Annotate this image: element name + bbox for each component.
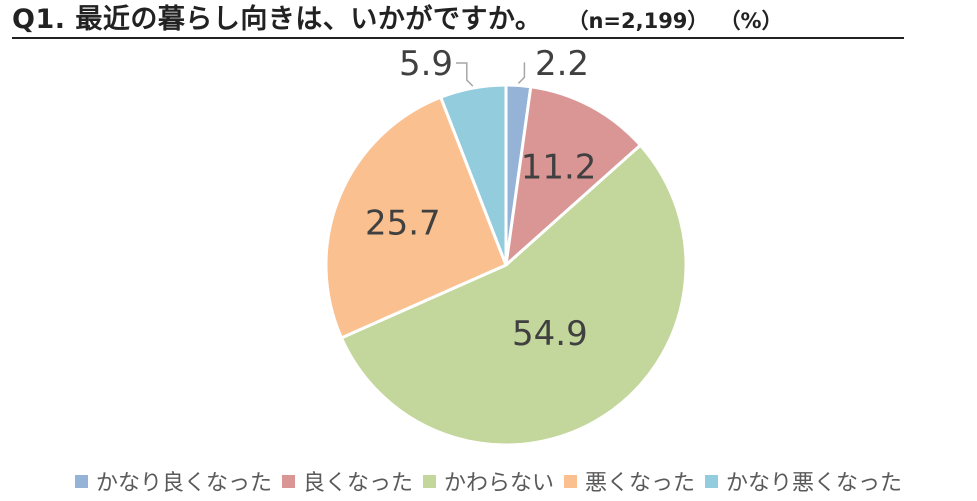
legend-very-bad: かなり悪くなった — [705, 465, 902, 497]
legend-unchanged: かわらない — [422, 465, 554, 497]
legend-bad: 悪くなった — [564, 465, 695, 497]
label-good: 11.2 — [521, 148, 597, 188]
label-unchanged: 54.9 — [512, 314, 588, 354]
legend-very-good-swatch — [74, 474, 88, 488]
label-very-bad-leader — [456, 62, 474, 87]
legend-very-good-label: かなり良くなった — [95, 471, 272, 496]
chart-legend: かなり良くなった 良くなった かわらない 悪くなった かなり悪くなった — [0, 465, 977, 497]
legend-very-good: かなり良くなった — [74, 465, 272, 497]
label-very-bad: 5.9 — [399, 44, 453, 84]
legend-very-bad-swatch — [705, 474, 719, 488]
legend-bad-swatch — [564, 474, 577, 488]
chart-title: Q1. 最近の暮らし向きは、いかがですか。 — [12, 4, 543, 35]
sample-size-note: （n=2,199） — [567, 9, 709, 33]
unit-note: （%） — [719, 9, 783, 33]
label-bad: 25.7 — [365, 203, 441, 243]
legend-bad-label: 悪くなった — [585, 471, 696, 496]
label-very-good: 2.2 — [535, 44, 589, 84]
legend-unchanged-swatch — [422, 474, 436, 488]
slice-very-bad — [438, 83, 508, 266]
legend-very-bad-label: かなり悪くなった — [726, 471, 903, 496]
legend-unchanged-label: かわらない — [443, 471, 554, 496]
slice-unchanged — [339, 143, 688, 447]
slice-bad — [324, 95, 508, 340]
legend-good: 良くなった — [281, 465, 413, 497]
label-very-good-leader — [517, 62, 526, 84]
legend-good-swatch — [281, 474, 295, 488]
legend-good-label: 良くなった — [302, 471, 413, 496]
chart-title-bar: Q1. 最近の暮らし向きは、いかがですか。 （n=2,199） （%） — [12, 3, 904, 39]
slice-good — [503, 85, 643, 269]
